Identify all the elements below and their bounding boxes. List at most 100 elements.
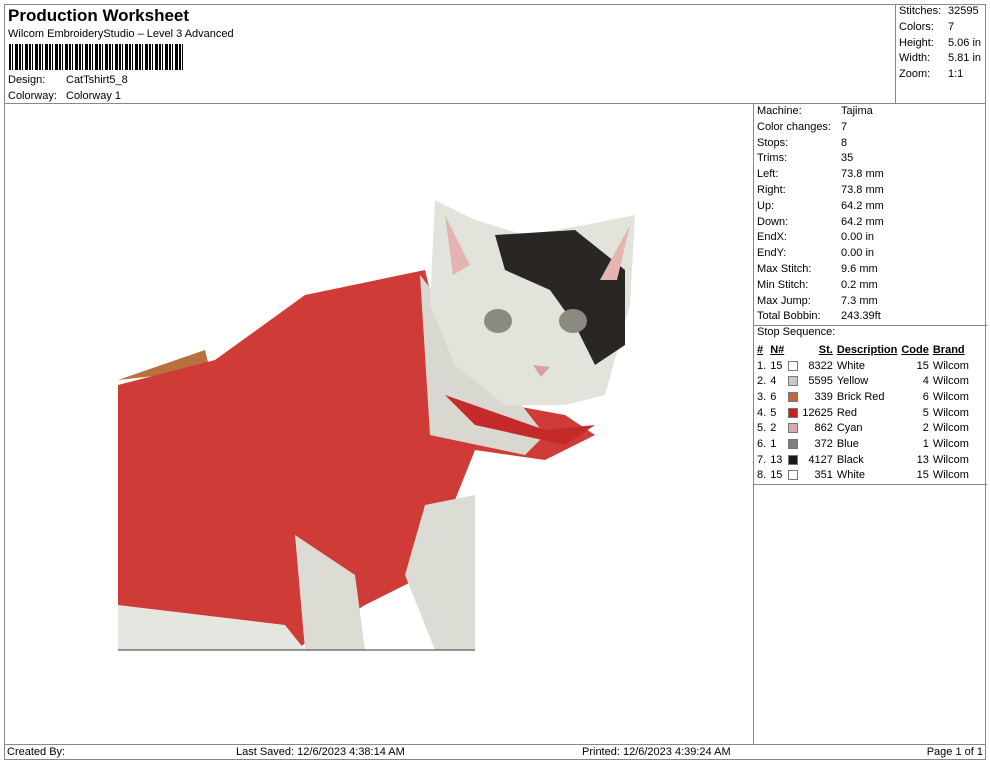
row-code: 1 [922,437,929,450]
info-value: 64.2 mm [841,199,884,212]
info-value: 7.3 mm [841,294,878,307]
info-label: Down: [757,215,789,228]
col-swatch [786,342,800,358]
info-row: Up: 64.2 mm [757,199,884,212]
row-stitches: 339 [814,390,833,403]
row-stitches: 8322 [808,359,833,372]
stat-value: 32595 [948,5,979,17]
info-row: Color changes: 7 [757,120,847,133]
info-label: Max Jump: [757,294,811,307]
row-code: 13 [916,453,929,466]
row-needle: 1 [770,437,777,450]
info-label: Right: [757,184,786,196]
stat-value: 7 [948,20,955,33]
info-value: 0.2 mm [841,278,878,291]
info-label: Max Stitch: [757,263,812,275]
stat-label: Width: [899,52,931,65]
row-needle: 15 [770,359,783,372]
stat-row: Zoom: 1:1 [899,68,963,81]
info-row: Stops: 8 [757,136,847,149]
row-stitches: 12625 [802,406,833,419]
printed-date: Printed: 12/6/2023 4:39:24 AM [582,746,731,758]
color-swatch [788,454,799,465]
software-name: Wilcom EmbroideryStudio – Level 3 Advanc… [8,28,234,40]
stop-sequence-table: # N# St. Description Code Brand 1. 15 8322… [755,342,971,483]
color-swatch [788,376,799,387]
design-row: Design: CatTshirt5_8 [8,74,128,86]
row-needle: 5 [770,406,777,419]
swatch-cell [786,373,800,389]
stop-row: 3. 6 339 Brick Red 6 Wilcom [755,389,971,405]
row-needle: 6 [770,390,777,403]
info-value: 64.2 mm [841,215,884,228]
row-code: 5 [922,406,929,419]
row-stitches: 351 [814,469,833,482]
stat-label: Zoom: [899,68,931,81]
stat-value: 5.81 in [948,52,982,65]
row-description: Cyan [836,422,863,435]
row-stitches: 372 [814,437,833,450]
info-value: 243.39ft [841,310,881,323]
colorway-label: Colorway: [8,90,57,102]
info-value: 0.00 in [841,247,875,260]
color-swatch [788,439,799,450]
info-value: 73.8 mm [841,184,884,196]
row-description: Black [836,453,864,466]
row-code: 2 [922,422,929,435]
info-row: Down: 64.2 mm [757,215,884,228]
row-code: 15 [916,469,929,482]
row-index: 7. [757,453,767,466]
info-row: Left: 73.8 mm [757,168,884,181]
info-label: Up: [757,199,775,212]
row-stitches: 4127 [808,453,833,466]
swatch-cell [786,405,800,421]
stat-row: Stitches: 32595 [899,5,979,17]
info-label: Color changes: [757,120,831,133]
row-stitches: 862 [814,422,833,435]
stop-row: 8. 15 351 White 15 Wilcom [755,468,971,484]
row-code: 4 [922,375,929,388]
row-brand: Wilcom [932,359,969,372]
info-label: Left: [757,168,779,181]
info-value: 9.6 mm [841,263,878,275]
colorway-value: Colorway 1 [66,90,122,102]
info-label: Trims: [757,152,788,165]
row-description: Blue [836,437,859,450]
col-index: # [757,343,764,356]
stat-label: Height: [899,36,934,49]
row-brand: Wilcom [932,406,969,419]
color-swatch [788,423,799,434]
info-row: Right: 73.8 mm [757,184,884,196]
info-value: 7 [841,120,848,133]
info-row: Total Bobbin: 243.39ft [757,310,881,322]
swatch-cell [786,358,800,374]
stat-value: 1:1 [948,68,964,81]
info-row: Trims: 35 [757,152,853,165]
info-value: 73.8 mm [841,168,884,181]
col-brand: Brand [932,343,965,356]
design-value: CatTshirt5_8 [66,74,128,86]
row-brand: Wilcom [932,422,969,435]
info-label: Stops: [757,136,789,149]
swatch-cell [786,468,800,484]
design-label: Design: [8,74,46,86]
stop-row: 2. 4 5595 Yellow 4 Wilcom [755,373,971,389]
worksheet-frame [4,4,986,760]
stat-row: Width: 5.81 in [899,52,981,65]
info-label: EndX: [757,231,787,244]
row-description: Brick Red [836,390,885,403]
color-swatch [788,470,799,481]
stop-sequence-title: Stop Sequence: [757,326,836,338]
last-saved: Last Saved: 12/6/2023 4:38:14 AM [236,746,405,758]
info-row: Min Stitch: 0.2 mm [757,279,878,291]
row-stitches: 5595 [808,375,833,388]
info-row: Max Stitch: 9.6 mm [757,263,878,275]
info-label: EndY: [757,247,787,260]
page-title: Production Worksheet [8,6,190,25]
colorway-row: Colorway: Colorway 1 [8,90,121,102]
design-preview [5,105,753,744]
color-swatch [788,407,799,418]
color-swatch [788,392,799,402]
col-description: Description [836,343,898,356]
footer: Created By: Last Saved: 12/6/2023 4:38:1… [4,744,986,760]
